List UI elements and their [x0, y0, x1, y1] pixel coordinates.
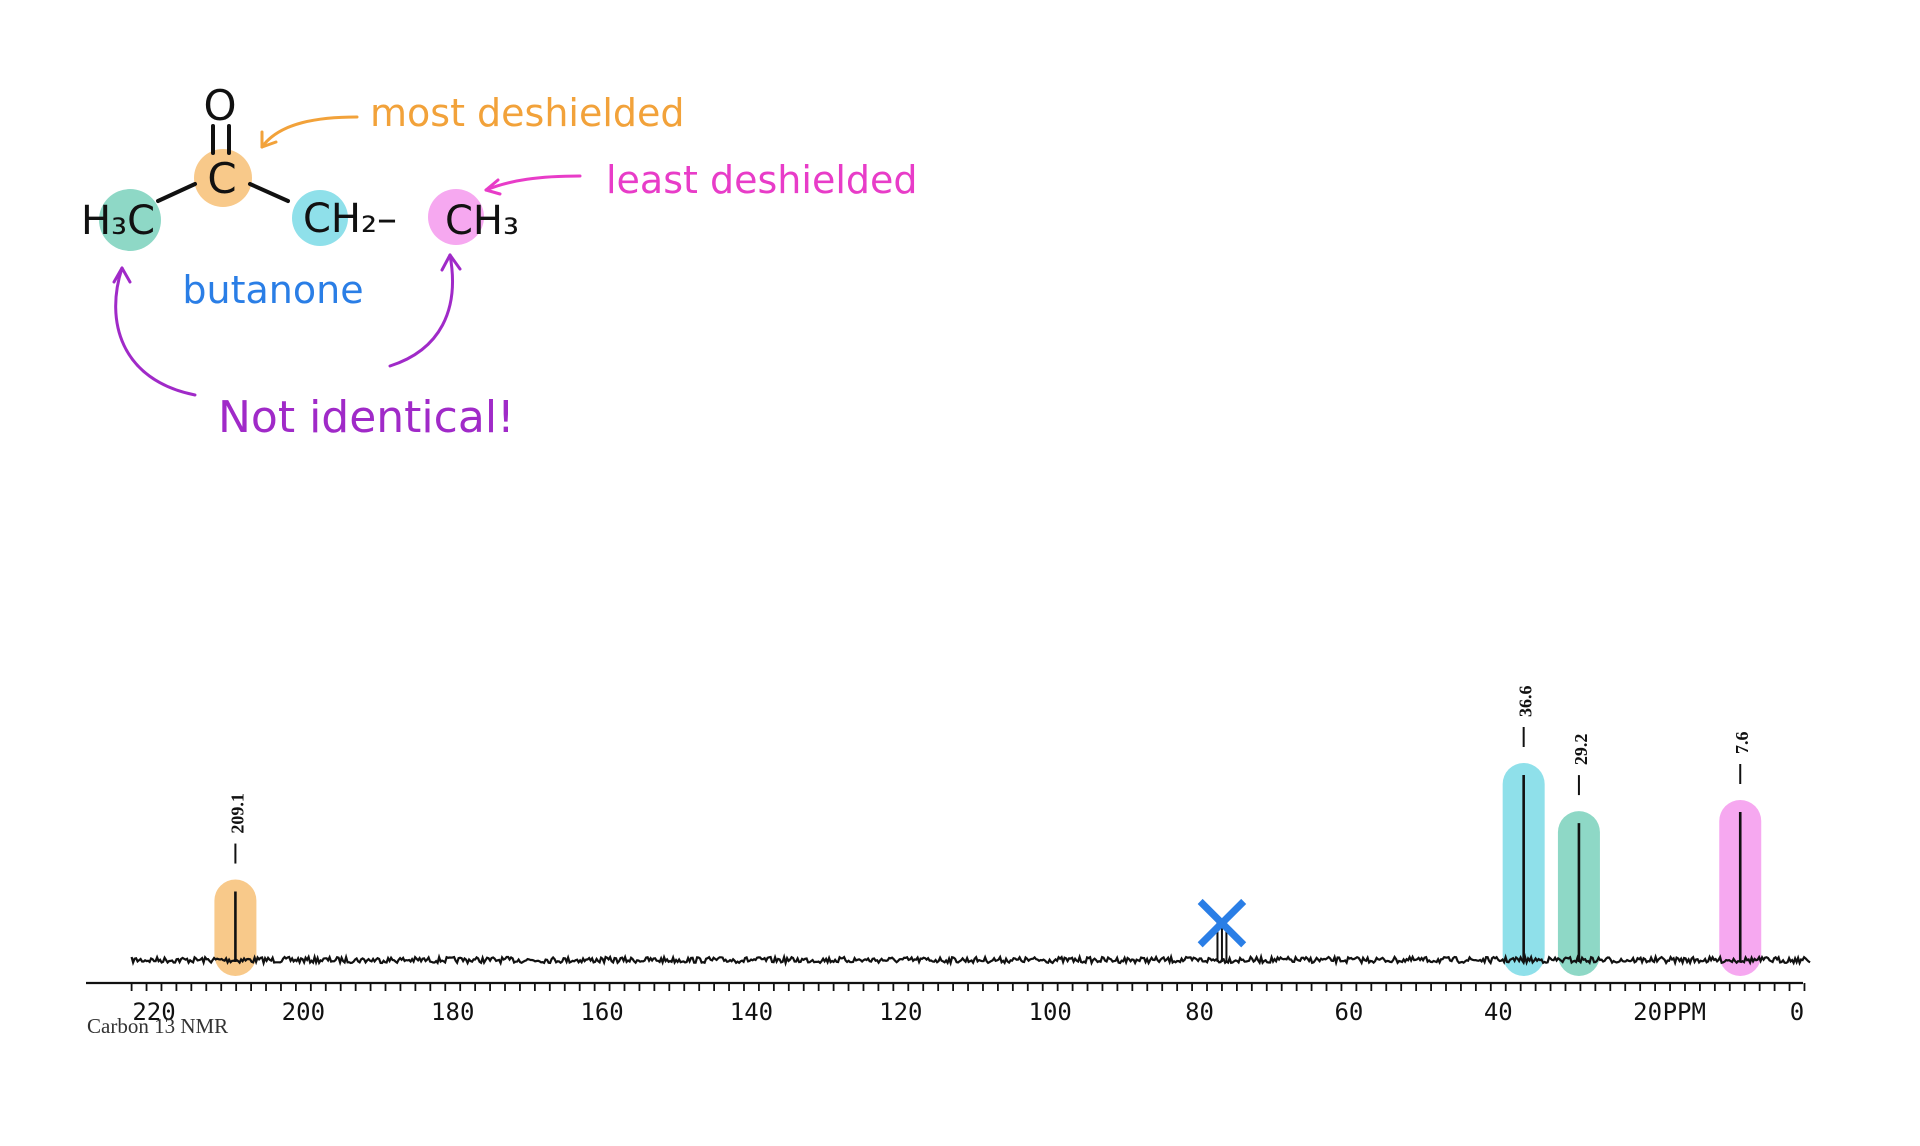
- axis-tick-label: 220: [132, 998, 175, 1026]
- least-deshielded-arrowhead: [484, 178, 502, 196]
- axis-tick-label: 0: [1790, 998, 1804, 1026]
- spectrum-baseline: [130, 952, 1811, 968]
- spectrum-caption: Carbon 13 NMR: [87, 1014, 228, 1038]
- bond-right: [248, 182, 290, 203]
- axis-tick-label: 40: [1484, 998, 1513, 1026]
- right-methyl-highlight: [428, 189, 484, 245]
- oxygen-atom: O: [203, 81, 236, 130]
- most-deshielded-arrowhead: [260, 130, 278, 149]
- ppm-axis: 220 200 180 160 140 120 100 80 60 40 20 0: [86, 981, 1806, 1026]
- bond-left: [156, 182, 197, 203]
- solvent-peaks: [1216, 921, 1228, 962]
- solvent-cross-mark: ×: [1186, 871, 1258, 971]
- not-identical-label: Not identical!: [218, 392, 515, 443]
- axis-tick-label: 60: [1334, 998, 1363, 1026]
- peak-label-0: 209.1: [227, 793, 247, 834]
- most-deshielded-arrow: [260, 115, 359, 149]
- peak-label-3: 7.6: [1732, 732, 1752, 755]
- carbonyl-carbon-highlight: [194, 149, 252, 207]
- not-identical-arrowhead-left: [112, 266, 132, 284]
- axis-tick-label: 20: [1633, 998, 1662, 1026]
- carbonyl-carbon-atom: C: [207, 154, 236, 203]
- most-deshielded-label: most deshielded: [370, 91, 685, 135]
- least-deshielded-label: least deshielded: [606, 158, 918, 202]
- nmr-spectrum: 209.136.629.2 7.6 220 200 180 160 140 120 100 80…: [86, 686, 1811, 1038]
- methylene-highlight: [292, 190, 348, 246]
- axis-tick-label: 180: [431, 998, 474, 1026]
- peak-labels: 209.1 36.6 29.2 7.6: [227, 686, 1752, 864]
- not-identical-arrowhead-right: [440, 253, 462, 272]
- axis-tick-label: 80: [1185, 998, 1214, 1026]
- peak-label-1: 36.6: [1516, 686, 1536, 718]
- axis-tick-label: 200: [282, 998, 325, 1026]
- methylene-atom: CH₂–: [303, 196, 397, 242]
- not-identical-arrow-right: [388, 253, 454, 368]
- peak-highlights: [214, 763, 1762, 976]
- right-methyl-atom: CH₃: [445, 198, 519, 244]
- least-deshielded-arrow: [484, 174, 582, 192]
- axis-unit-label: PPM: [1663, 998, 1706, 1026]
- spectrum-peaks: [234, 775, 1742, 962]
- axis-tick-label: 100: [1029, 998, 1072, 1026]
- axis-tick-label: 120: [879, 998, 922, 1026]
- axis-tick-label: 140: [730, 998, 773, 1026]
- peak-label-2: 29.2: [1571, 734, 1591, 766]
- left-methyl-atom: H₃C: [81, 198, 155, 244]
- left-methyl-highlight: [99, 189, 161, 251]
- molecule-name: butanone: [182, 268, 363, 312]
- axis-tick-label: 160: [580, 998, 623, 1026]
- not-identical-arrow-left: [114, 266, 197, 397]
- butanone-structure: O C H₃C CH₂– CH₃ butanone most deshielde…: [81, 81, 918, 443]
